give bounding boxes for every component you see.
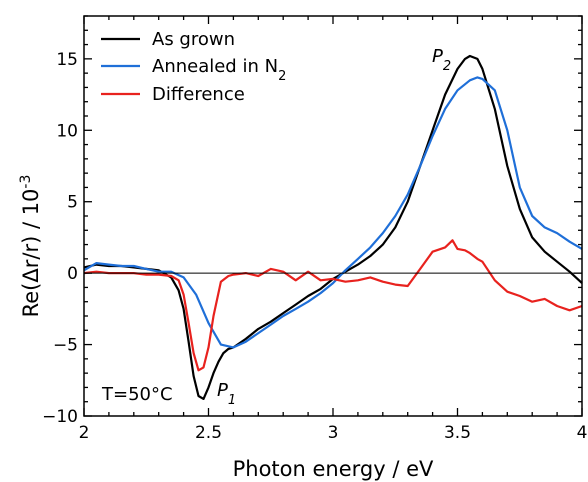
x-tick-label: 2 (79, 423, 90, 443)
x-tick-label: 3 (328, 423, 339, 443)
y-tick-label: 15 (56, 50, 78, 70)
p1-letter: P (217, 380, 228, 401)
y-tick-label: 10 (56, 121, 78, 141)
y-tick-label: 0 (67, 264, 78, 284)
p2-subscript: 2 (443, 59, 451, 74)
x-tick-label: 2.5 (195, 423, 222, 443)
p2-annotation: P2 (432, 46, 451, 74)
x-axis-title: Photon energy / eV (233, 457, 434, 481)
axis-tick-labels: 2 2.5 3 3.5 4 −10 −5 0 5 10 15 (42, 50, 587, 443)
y-tick-label: −5 (53, 336, 78, 356)
series-line-difference (83, 239, 583, 372)
series-line-annealed (83, 76, 583, 349)
legend: As grown Annealed in N2 Difference (101, 29, 286, 105)
legend-label-annealed: Annealed in N2 (152, 56, 286, 84)
y-axis-title: Re(Δr/r) / 10-3 (18, 175, 43, 318)
legend-label-annealed-main: Annealed in N (152, 56, 278, 77)
series-line-as-grown (83, 54, 583, 400)
y-tick-label: −10 (42, 407, 78, 427)
y-tick-label: 5 (67, 193, 78, 213)
axis-ticks (83, 15, 583, 417)
legend-label-annealed-sub: 2 (278, 69, 286, 84)
temperature-annotation: T=50°C (101, 384, 173, 405)
p1-annotation: P1 (217, 380, 236, 408)
p2-letter: P (432, 46, 443, 67)
y-axis-title-exponent: -3 (18, 175, 34, 189)
y-axis-title-main: Re(Δr/r) / 10 (19, 189, 43, 318)
x-tick-label: 3.5 (444, 423, 471, 443)
plot-lines (83, 54, 583, 400)
legend-label-difference: Difference (152, 84, 245, 105)
legend-label-as-grown: As grown (152, 29, 235, 50)
p1-subscript: 1 (228, 393, 236, 408)
x-tick-label: 4 (577, 423, 588, 443)
